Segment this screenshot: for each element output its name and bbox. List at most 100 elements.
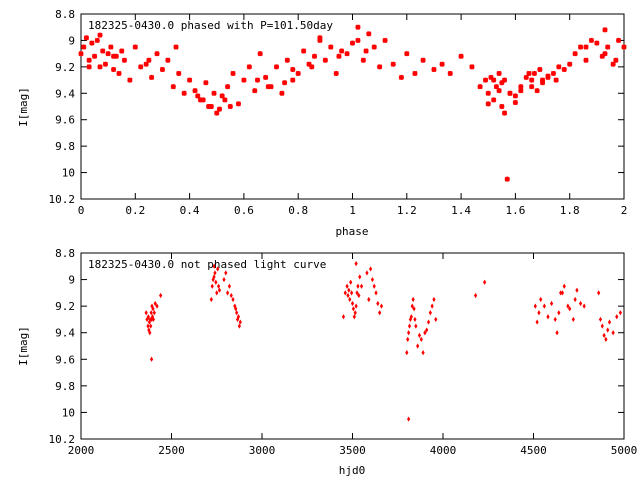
unphased-plot-point bbox=[152, 310, 156, 316]
unphased-plot-point bbox=[231, 296, 235, 303]
unphased-plot-ytick-label: 10 bbox=[62, 406, 75, 419]
unphased-plot-point bbox=[378, 310, 382, 316]
unphased-plot-ytick-label: 9.6 bbox=[55, 353, 75, 366]
unphased-plot-point bbox=[618, 310, 622, 316]
unphased-plot-point bbox=[560, 290, 565, 296]
phased-plot-point bbox=[529, 84, 535, 90]
phased-plot-point bbox=[105, 51, 111, 57]
phased-plot-point bbox=[97, 32, 103, 38]
unphased-plot-xtick-label: 2000 bbox=[68, 444, 95, 457]
unphased-plot-ytick-label: 9.2 bbox=[55, 300, 75, 313]
phased-plot-point bbox=[477, 84, 483, 90]
unphased-plot-point bbox=[376, 300, 380, 307]
phased-plot-point bbox=[279, 90, 285, 96]
phased-plot-point bbox=[176, 70, 182, 77]
phased-plot-point bbox=[119, 48, 125, 54]
unphased-plot-points bbox=[144, 261, 622, 422]
phased-plot-point bbox=[485, 90, 491, 96]
phased-plot-point bbox=[602, 51, 608, 57]
unphased-plot-point bbox=[578, 300, 583, 307]
phased-plot-xtick-label: 0.6 bbox=[234, 204, 254, 217]
phased-plot-point bbox=[306, 61, 312, 67]
phased-plot-point bbox=[333, 70, 339, 77]
phased-plot-point bbox=[241, 77, 247, 83]
unphased-plot-point bbox=[358, 274, 362, 280]
phased-plot-point bbox=[501, 77, 508, 83]
phased-plot-point bbox=[246, 64, 252, 70]
unphased-plot-point bbox=[430, 303, 434, 309]
unphased-plot-point bbox=[234, 306, 238, 312]
unphased-plot-point bbox=[341, 314, 346, 320]
unphased-plot-point bbox=[150, 303, 154, 309]
unphased-plot-ytick-label: 9.8 bbox=[55, 380, 75, 393]
phased-plot-point bbox=[311, 53, 318, 59]
unphased-plot-point bbox=[611, 330, 615, 336]
phased-plot-point bbox=[499, 103, 505, 110]
phased-plot-point bbox=[390, 61, 396, 67]
phased-plot-point bbox=[550, 70, 556, 77]
phased-plot-point bbox=[610, 61, 616, 67]
unphased-plot-point bbox=[412, 306, 416, 312]
phased-plot-point bbox=[355, 37, 361, 43]
unphased-plot-xtick-label: 4500 bbox=[520, 444, 547, 457]
unphased-plot-xtick-label: 5000 bbox=[611, 444, 638, 457]
phased-plot-point bbox=[512, 93, 518, 99]
unphased-plot-point bbox=[379, 303, 384, 309]
phased-plot-point bbox=[102, 61, 109, 67]
phased-plot-point bbox=[138, 64, 144, 70]
phased-plot-ytick-label: 9.4 bbox=[55, 87, 75, 100]
unphased-plot-point bbox=[349, 290, 354, 296]
phased-plot-point bbox=[222, 97, 228, 103]
unphased-plot-point bbox=[216, 266, 220, 272]
unphased-plot-point bbox=[146, 323, 150, 329]
phased-plot-point bbox=[349, 40, 356, 46]
unphased-plot-point bbox=[347, 287, 351, 293]
unphased-plot-point bbox=[211, 276, 215, 283]
phased-plot-point bbox=[146, 57, 152, 63]
unphased-plot-point bbox=[555, 330, 559, 336]
unphased-plot-point bbox=[374, 290, 378, 296]
phased-plot-ytick-label: 8.8 bbox=[55, 8, 75, 21]
phased-plot-point bbox=[507, 90, 513, 96]
phased-plot-point bbox=[616, 37, 622, 43]
phased-plot-point bbox=[382, 37, 388, 43]
unphased-plot-point bbox=[212, 263, 216, 269]
phased-plot-point bbox=[159, 66, 166, 73]
phased-plot-ytick-label: 10.2 bbox=[49, 193, 76, 206]
phased-plot-point bbox=[211, 90, 217, 96]
unphased-plot-ylabel: I[mag] bbox=[17, 326, 30, 366]
unphased-plot-point bbox=[568, 306, 572, 312]
phased-plot-xtick-label: 0.2 bbox=[125, 204, 145, 217]
unphased-plot-point bbox=[426, 319, 431, 325]
unphased-plot-point bbox=[346, 292, 350, 299]
phased-plot-point bbox=[458, 53, 464, 59]
unphased-plot: 2000 2500 3000 3500 4000 4500 5000 8.8 9 9.2 9.4 9.… bbox=[17, 247, 637, 477]
phased-plot-point bbox=[206, 103, 212, 110]
unphased-plot-point bbox=[149, 356, 154, 362]
phased-plot-point bbox=[488, 74, 494, 80]
unphased-plot-point bbox=[222, 276, 226, 283]
unphased-plot-point bbox=[357, 292, 361, 299]
unphased-plot-point bbox=[370, 276, 375, 283]
phased-plot-point bbox=[496, 70, 502, 77]
unphased-plot-point bbox=[350, 300, 355, 307]
phased-plot-point bbox=[496, 88, 502, 94]
phased-plot-point bbox=[111, 53, 117, 59]
phased-plot-point bbox=[512, 99, 518, 106]
phased-plot-point bbox=[534, 88, 540, 94]
phased-plot-point bbox=[208, 103, 214, 110]
phased-plot-point bbox=[97, 64, 103, 70]
phased-plot-point bbox=[265, 84, 271, 90]
phased-plot-point bbox=[92, 53, 98, 59]
unphased-plot-point bbox=[566, 303, 570, 309]
unphased-plot-point bbox=[559, 290, 563, 296]
phased-plot-point bbox=[523, 74, 529, 80]
phased-plot-point bbox=[263, 74, 269, 80]
phased-plot-point bbox=[439, 61, 445, 67]
unphased-plot-point bbox=[557, 310, 561, 316]
unphased-plot-point bbox=[355, 290, 359, 296]
phased-plot-point bbox=[257, 51, 263, 57]
phased-plot-point bbox=[149, 74, 155, 80]
unphased-plot-point bbox=[414, 323, 418, 329]
